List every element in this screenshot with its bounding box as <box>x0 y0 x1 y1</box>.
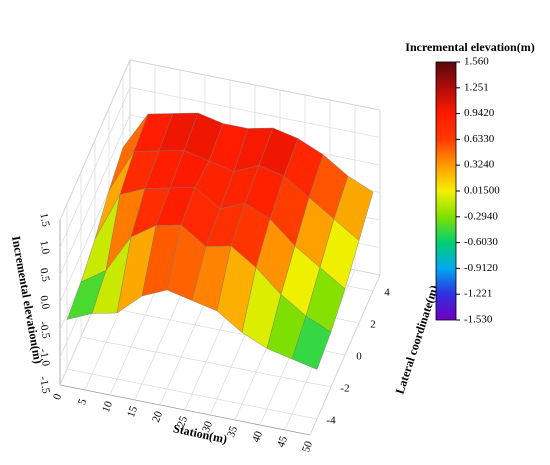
y-tick-label: 4 <box>384 287 390 299</box>
z-tick-label: 1.5 <box>37 212 51 228</box>
colorbar-tick-label: 0.3240 <box>464 159 495 171</box>
surface-cell <box>291 315 332 370</box>
z-tick-label: -1.0 <box>37 348 52 368</box>
grid-line <box>80 336 332 388</box>
x-tick-label: 35 <box>225 424 240 439</box>
z-tick-label: -0.5 <box>37 320 52 340</box>
colorbar <box>435 61 457 321</box>
z-tick-label: 0.0 <box>37 295 51 311</box>
colorbar-tick-label: -0.9120 <box>464 262 498 274</box>
y-axis-label: Lateral coordinate(m) <box>393 283 441 395</box>
colorbar-title: Incremental elevation(m) <box>405 40 534 54</box>
colorbar-tick-label: 0.9420 <box>464 107 495 119</box>
colorbar-tick-label: 0.01500 <box>464 185 500 197</box>
x-tick-label: 20 <box>150 409 165 424</box>
x-tick-label: 45 <box>275 434 290 449</box>
x-tick-label: 0 <box>51 392 64 402</box>
colorbar-tick-label: -1.221 <box>464 288 492 300</box>
colorbar-tick-label: -1.530 <box>464 314 493 326</box>
x-tick-label: 10 <box>100 399 115 414</box>
z-tick-label: 1.0 <box>37 240 51 256</box>
grid-line <box>129 59 381 111</box>
y-tick-label: -2 <box>340 383 349 395</box>
y-tick-label: -4 <box>326 415 336 427</box>
x-tick-label: 40 <box>250 429 265 444</box>
grid-line <box>66 368 318 420</box>
x-tick-label: 15 <box>125 404 140 419</box>
grid-line <box>59 114 131 276</box>
x-tick-label: 25 <box>175 414 190 429</box>
x-tick-label: 50 <box>300 439 315 454</box>
grid-line <box>59 59 131 221</box>
grid-line <box>129 87 381 138</box>
colorbar-tick-label: 0.6330 <box>464 133 495 145</box>
y-tick-label: 2 <box>370 319 376 331</box>
x-tick-label: 5 <box>76 397 89 407</box>
z-tick-label: 0.5 <box>37 267 51 283</box>
x-tick-label: 30 <box>200 419 215 434</box>
colorbar-tick-label: -0.2940 <box>464 210 498 222</box>
z-tick-label: -1.5 <box>37 375 52 395</box>
colorbar-tick-label: 1.560 <box>464 56 489 68</box>
colorbar-tick-label: 1.251 <box>464 81 489 93</box>
colorbar-tick-label: -0.6030 <box>464 236 498 248</box>
y-tick-label: 0 <box>356 351 362 363</box>
grid-line <box>59 87 131 248</box>
